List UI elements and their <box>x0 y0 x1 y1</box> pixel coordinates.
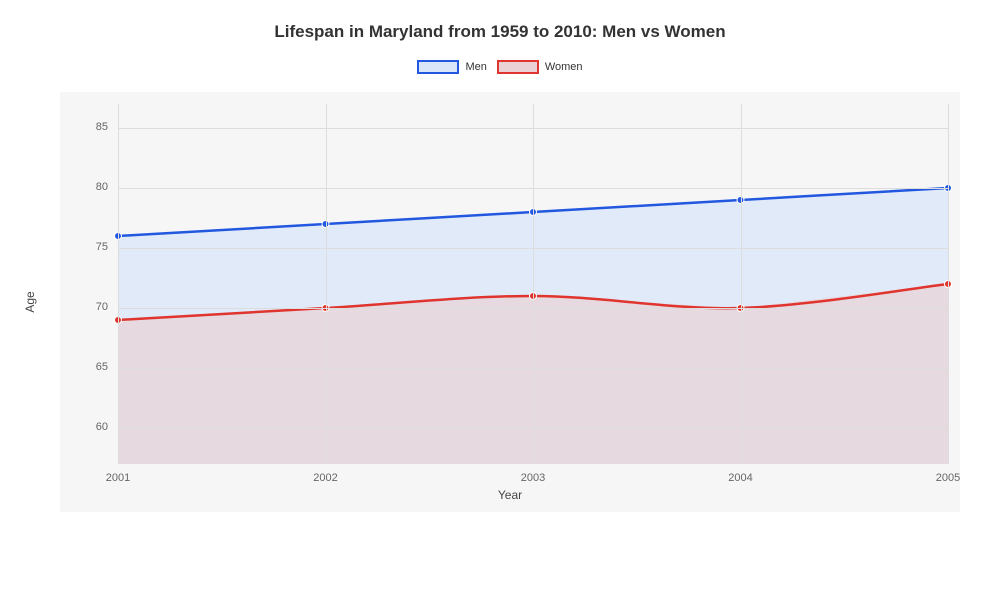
legend-swatch-women <box>497 60 539 74</box>
x-tick-label: 2001 <box>106 472 130 484</box>
x-tick-label: 2003 <box>521 472 545 484</box>
x-tick-label: 2002 <box>313 472 337 484</box>
y-tick-label: 85 <box>68 121 108 133</box>
y-tick-label: 65 <box>68 361 108 373</box>
y-tick-label: 80 <box>68 181 108 193</box>
grid-line-v <box>741 104 742 464</box>
legend-swatch-men <box>417 60 459 74</box>
chart-container: Lifespan in Maryland from 1959 to 2010: … <box>0 0 1000 600</box>
plot-outer: Age Year 6065707580852001200220032004200… <box>60 92 960 512</box>
legend: Men Women <box>0 60 1000 74</box>
legend-label-men: Men <box>465 61 486 73</box>
legend-label-women: Women <box>545 61 583 73</box>
grid-line-v <box>533 104 534 464</box>
chart-title: Lifespan in Maryland from 1959 to 2010: … <box>0 0 1000 42</box>
y-tick-label: 70 <box>68 301 108 313</box>
legend-item-women: Women <box>497 60 583 74</box>
y-tick-label: 60 <box>68 421 108 433</box>
x-axis-title: Year <box>498 488 522 502</box>
grid-line-v <box>118 104 119 464</box>
x-tick-label: 2005 <box>936 472 960 484</box>
x-tick-label: 2004 <box>728 472 752 484</box>
plot-area <box>118 104 948 464</box>
grid-line-v <box>326 104 327 464</box>
y-axis-title: Age <box>23 291 37 312</box>
grid-line-v <box>948 104 949 464</box>
legend-item-men: Men <box>417 60 486 74</box>
y-tick-label: 75 <box>68 241 108 253</box>
